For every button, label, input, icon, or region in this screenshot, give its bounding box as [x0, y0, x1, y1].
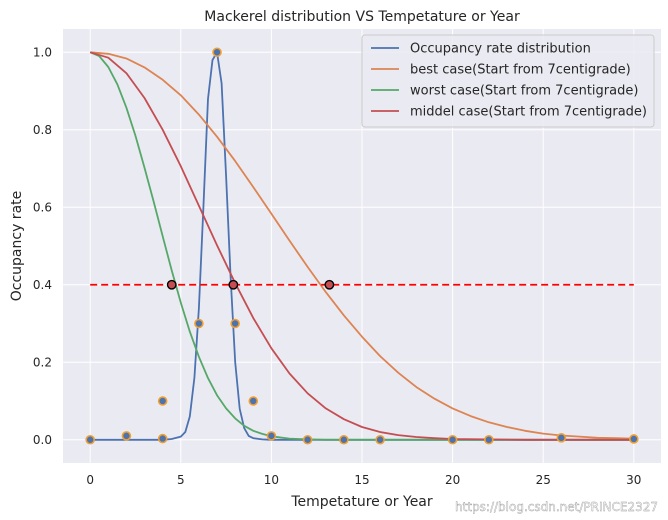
x-tick-label: 0: [86, 473, 94, 487]
legend-label-3: worst case(Start from 7centigrade): [410, 84, 638, 99]
intersection-layer: [166, 279, 335, 290]
scatter-point: [85, 434, 95, 445]
scatter-point: [266, 431, 277, 441]
x-tick-label: 20: [445, 473, 460, 487]
watermark-text: https://blog.csdn.net/PRINCE2327: [455, 500, 658, 514]
x-tick-label: 30: [626, 473, 641, 487]
scatter-layer: [85, 47, 639, 445]
scatter-point: [447, 434, 458, 445]
series-layer: [89, 51, 634, 441]
x-tick-label: 25: [536, 473, 551, 487]
x-tick-label: 10: [264, 473, 279, 487]
scatter-point: [484, 434, 494, 445]
y-axis-label: Occupancy rate: [9, 191, 25, 302]
x-axis-label: Tempetature or Year: [290, 494, 433, 510]
y-tick-label: 0.2: [33, 355, 52, 369]
legend-label-4: middel case(Start from 7centigrade): [410, 105, 647, 120]
scatter-point: [157, 396, 168, 406]
scatter-point: [629, 434, 639, 444]
legend-label-1: Occupancy rate distribution: [410, 42, 591, 57]
intersection-point: [324, 279, 335, 290]
scatter-point: [194, 318, 204, 329]
intersection-point: [166, 279, 177, 290]
legend-entries: Occupancy rate distribution best case(Sta…: [371, 42, 647, 120]
y-tick-label: 1.0: [33, 45, 52, 59]
scatter-point: [339, 434, 349, 445]
scatter-point: [121, 431, 132, 441]
scatter-point: [248, 396, 259, 406]
legend: Occupancy rate distribution best case(Sta…: [361, 34, 655, 128]
y-tick-label: 0.8: [33, 123, 52, 137]
legend-label-2: best case(Start from 7centigrade): [410, 63, 631, 78]
x-tick-label: 5: [177, 473, 185, 487]
scatter-point: [556, 433, 567, 443]
scatter-point: [212, 47, 222, 58]
x-tick-label: 15: [354, 473, 369, 487]
intersection-point: [228, 279, 239, 290]
series-line-4: [89, 51, 634, 441]
y-tick-labels: 0.0 0.2 0.4 0.6 0.8 1.0: [33, 45, 52, 447]
scatter-point: [157, 433, 168, 444]
scatter-point: [302, 434, 313, 445]
y-tick-label: 0.6: [33, 200, 52, 214]
series-line-2: [90, 51, 634, 440]
y-tick-label: 0.0: [33, 433, 52, 447]
legend-box: [361, 34, 655, 128]
y-tick-label: 0.4: [33, 278, 52, 292]
chart-title: Mackerel distribution VS Tempetature or …: [204, 9, 520, 25]
scatter-point: [230, 318, 240, 329]
scatter-point: [375, 434, 385, 445]
series-line-3: [89, 51, 634, 441]
x-tick-labels: 0 5 10 15 20 25 30: [86, 473, 641, 487]
